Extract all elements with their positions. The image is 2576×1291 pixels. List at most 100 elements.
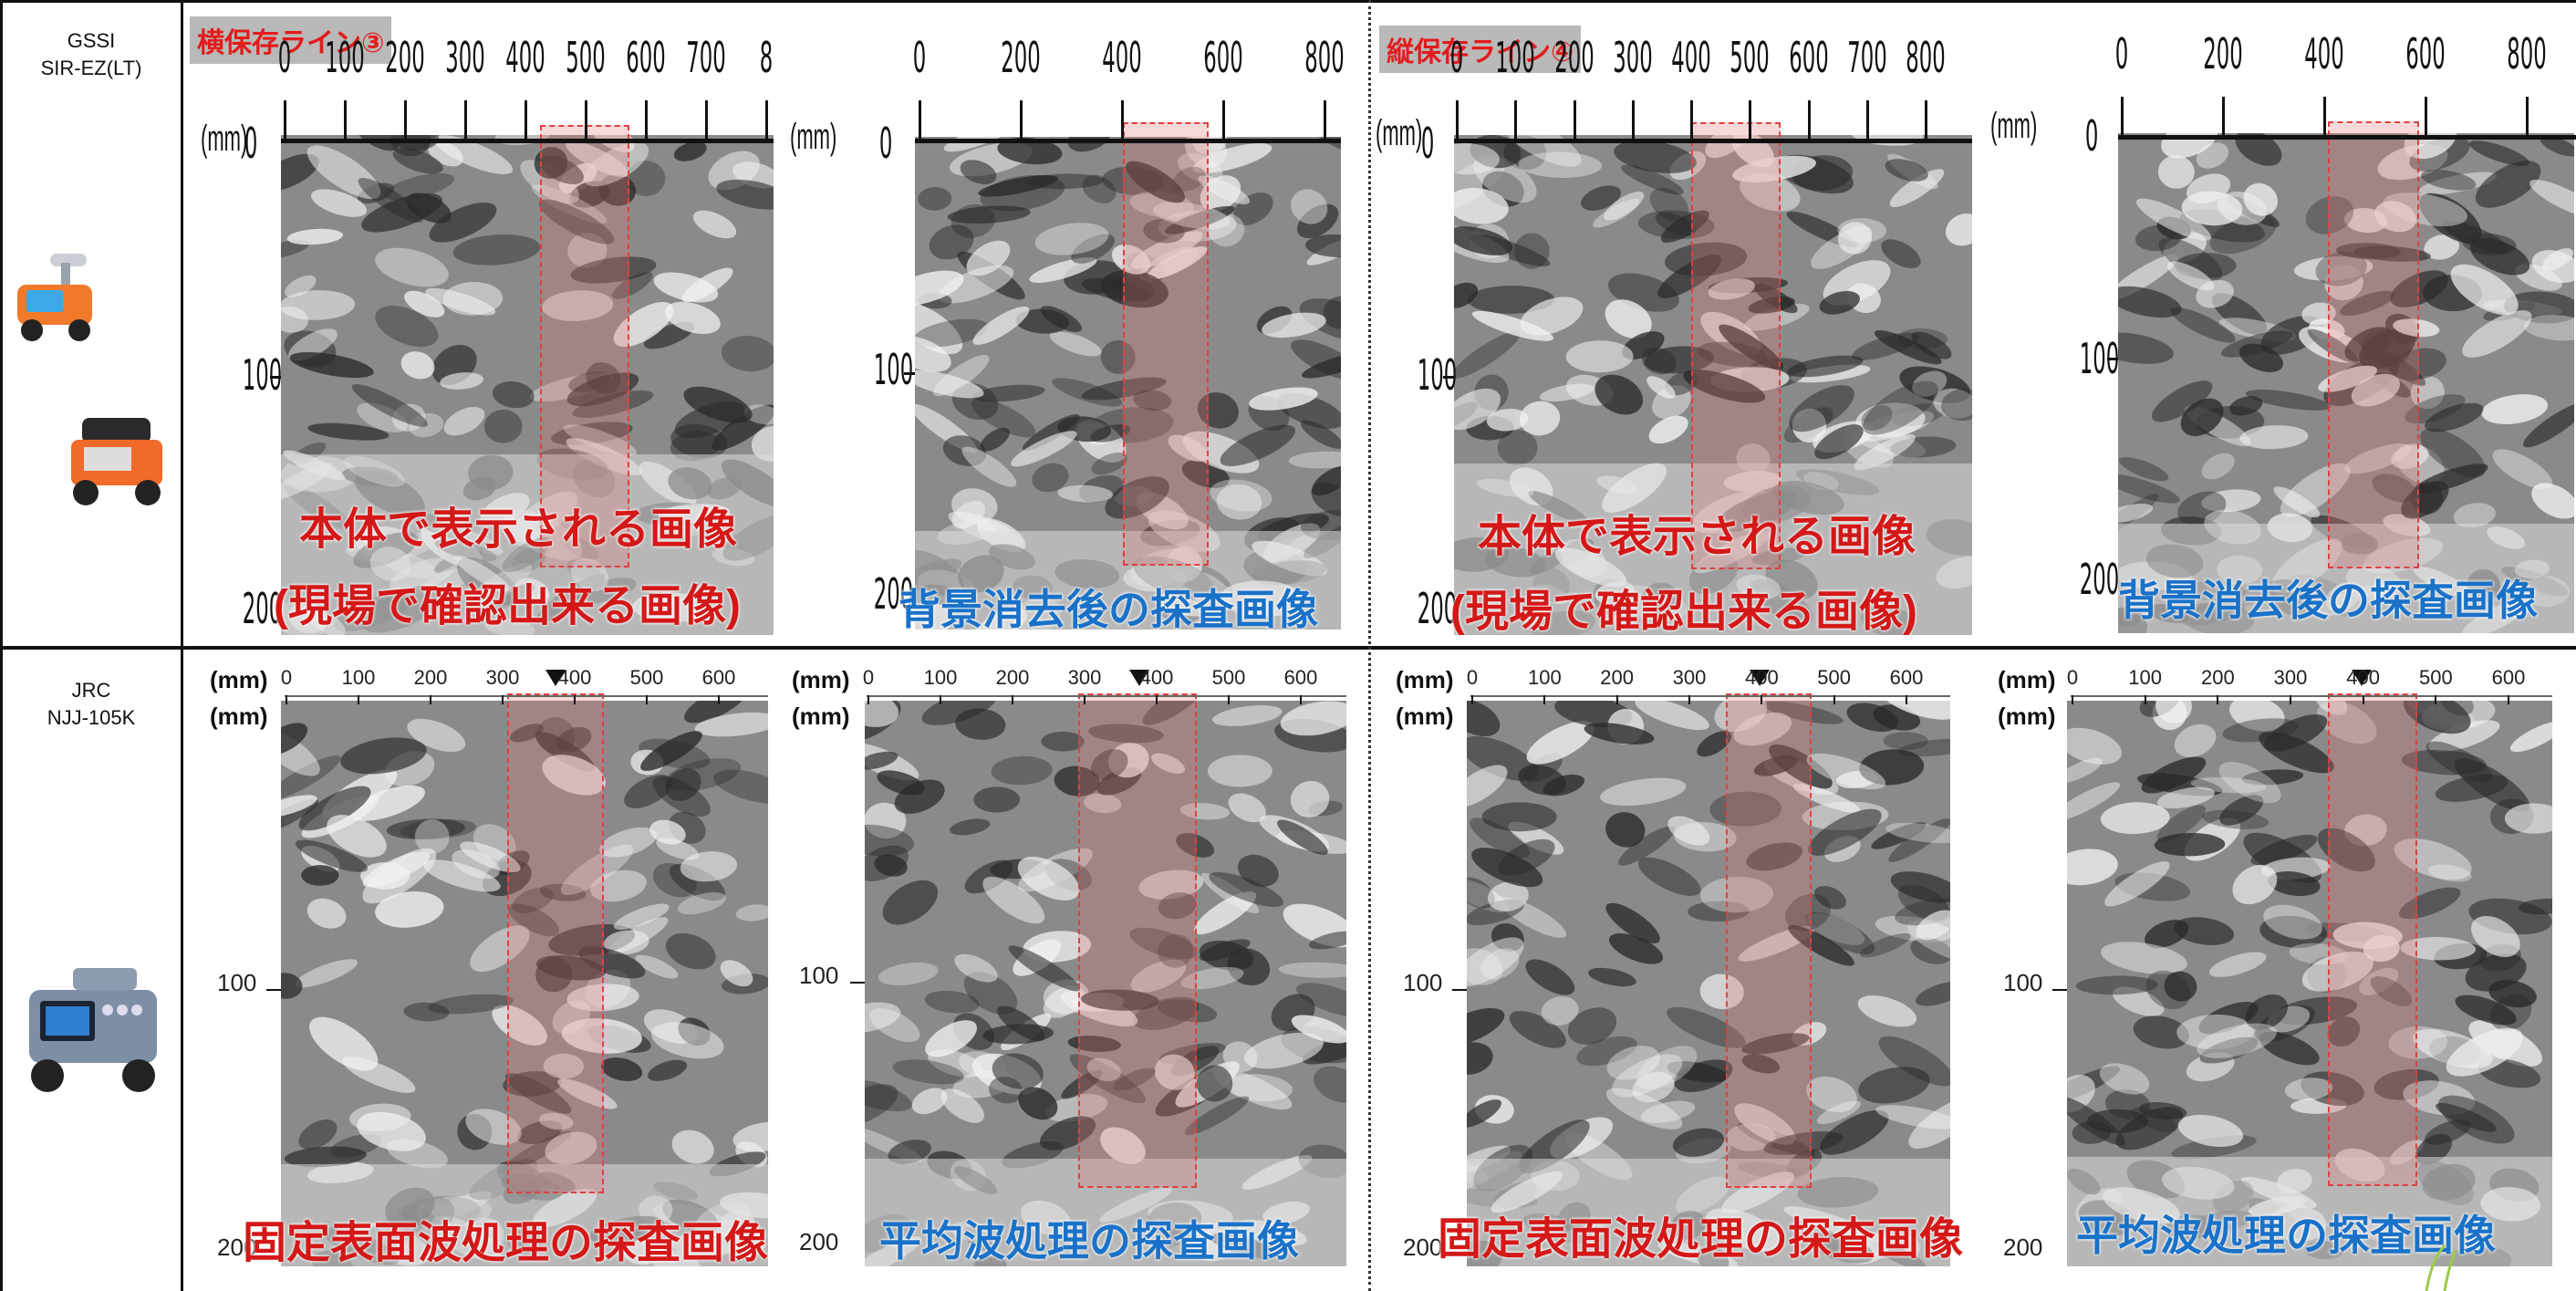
depth-tick-f-100 [850, 982, 865, 984]
depth-label-a-100: 100 [242, 350, 283, 400]
bottom-axis-g-tick-4 [1761, 695, 1763, 704]
top-axis-c-label-7: 700 [1847, 33, 1887, 82]
left-border [0, 0, 3, 1291]
axis-line-f [867, 695, 1346, 697]
bottom-axis-f-tick-3 [1084, 695, 1085, 704]
highlight-box-a [540, 125, 629, 567]
bottom-axis-g-label-1: 100 [1527, 666, 1562, 689]
tag-horizontal-line-3: 横保存ライン③ [190, 16, 392, 64]
top-axis-a-tick-4 [525, 100, 527, 141]
top-axis-b-label-4: 800 [1304, 33, 1345, 82]
bottom-axis-f-tick-6 [1300, 695, 1302, 704]
bottom-axis-e-label-3: 300 [485, 666, 520, 689]
top-axis-c-label-6: 600 [1788, 33, 1829, 82]
caption-fixed-surface-g: 固定表面波処理の探査画像 [1438, 1215, 1964, 1264]
top-border [0, 0, 2576, 3]
axis-line-g [1470, 695, 1950, 697]
bottom-axis-e-tick-0 [286, 695, 287, 704]
depth-unit-g: (mm) [1396, 703, 1454, 730]
highlight-box-c [1691, 122, 1781, 569]
bottom-axis-f-label-3: 300 [1067, 666, 1102, 689]
bottom-axis-f-tick-0 [867, 695, 869, 704]
bottom-axis-h-tick-3 [2290, 695, 2291, 704]
bottom-axis-g-tick-1 [1543, 695, 1546, 704]
top-axis-c-tick-5 [1749, 100, 1752, 141]
bottom-axis-f-tick-2 [1012, 695, 1013, 704]
axis-line-c [1454, 139, 1972, 143]
bottom-axis-g-label-2: 200 [1600, 666, 1635, 689]
top-axis-a-tick-0 [284, 100, 286, 141]
top-axis-b-tick-3 [1222, 100, 1225, 141]
depth-label-h-200: 200 [2003, 1234, 2043, 1261]
bottom-axis-e-label-4: 400 [557, 666, 592, 689]
top-axis-d-label-1: 200 [2203, 29, 2243, 78]
top-axis-a-label-5: 500 [566, 33, 606, 82]
top-axis-c-label-4: 400 [1671, 33, 1711, 82]
depth-label-c-100: 100 [1417, 350, 1458, 400]
bottom-axis-e-label-5: 500 [629, 666, 664, 689]
gssi-radar-device-image-2 [71, 418, 162, 505]
bottom-axis-g-tick-3 [1688, 695, 1690, 704]
top-axis-a-label-0: 0 [277, 33, 292, 82]
depth-label-e-100: 100 [217, 969, 257, 996]
bottom-axis-g-label-3: 300 [1672, 666, 1707, 689]
top-axis-c-tick-3 [1631, 100, 1635, 141]
depth-tick-h-100 [2052, 989, 2067, 991]
highlight-box-g [1726, 693, 1812, 1188]
bottom-axis-e-tick-1 [358, 695, 359, 704]
axis-line-a [281, 139, 774, 143]
top-axis-b-tick-4 [1324, 100, 1326, 141]
top-axis-d-label-0: 0 [2114, 29, 2129, 78]
top-axis-c-tick-2 [1573, 100, 1576, 141]
top-axis-d-tick-0 [2121, 97, 2124, 137]
width-unit-e: (mm) [210, 666, 268, 693]
top-axis-a-label-7: 700 [686, 33, 726, 82]
width-unit-h: (mm) [1998, 666, 2056, 693]
depth-tick-e-100 [266, 989, 281, 991]
depth-unit-f: (mm) [792, 703, 850, 730]
bottom-axis-e-tick-4 [574, 695, 576, 704]
bottom-axis-g-tick-2 [1615, 695, 1618, 704]
depth-label-g-200: 200 [1403, 1234, 1443, 1261]
top-axis-a-label-2: 200 [385, 33, 425, 82]
top-axis-d-label-2: 400 [2304, 29, 2344, 78]
top-axis-c-label-5: 500 [1729, 33, 1770, 82]
bottom-axis-g-label-6: 600 [1889, 666, 1924, 689]
depth-unit-d: (mm) [1990, 106, 2038, 146]
top-axis-c-tick-8 [1925, 100, 1927, 141]
top-axis-a-tick-6 [645, 100, 648, 141]
caption-body-image-a: 本体で表示される画像 [299, 505, 738, 554]
top-axis-d-tick-1 [2222, 97, 2225, 137]
gpr-image-panel-b [915, 137, 1341, 630]
depth-label-a-200: 200 [242, 584, 283, 633]
top-axis-c-tick-6 [1807, 100, 1811, 141]
bottom-axis-e-tick-5 [646, 695, 648, 704]
top-axis-c-tick-4 [1690, 100, 1693, 141]
bottom-axis-g-label-5: 500 [1817, 666, 1852, 689]
bottom-axis-f-tick-1 [940, 695, 941, 704]
depth-label-f-200: 200 [799, 1228, 839, 1255]
bottom-axis-h-tick-6 [2508, 695, 2509, 704]
depth-label-d-0: 0 [2084, 111, 2099, 161]
bottom-axis-h-label-3: 300 [2273, 666, 2308, 689]
highlight-box-b [1123, 122, 1209, 566]
bottom-axis-h-tick-4 [2362, 695, 2364, 704]
top-axis-a-label-3: 300 [445, 33, 485, 82]
device-label-gssi: GSSI SIR-EZ(LT) [40, 29, 142, 79]
bottom-axis-h-label-4: 400 [2346, 666, 2381, 689]
bottom-axis-e-tick-6 [718, 695, 720, 704]
top-axis-a-tick-2 [404, 100, 407, 141]
caption-onsite-image-c: (現場で確認出来る画像) [1450, 588, 1917, 636]
top-axis-c-tick-0 [1456, 100, 1459, 141]
bottom-axis-f-tick-5 [1228, 695, 1230, 704]
top-axis-d-label-4: 800 [2507, 29, 2547, 78]
top-axis-a-label-1: 100 [325, 33, 365, 82]
depth-label-h-100: 100 [2003, 969, 2043, 996]
marker-triangle-h [2352, 670, 2372, 686]
marker-triangle-g [1750, 670, 1770, 686]
bottom-axis-f-label-6: 600 [1283, 666, 1318, 689]
top-axis-b-tick-1 [1020, 100, 1023, 141]
top-axis-a-label-8: 8 [759, 33, 774, 82]
bottom-axis-e-label-6: 600 [701, 666, 736, 689]
gssi-radar-device-image [17, 254, 92, 341]
